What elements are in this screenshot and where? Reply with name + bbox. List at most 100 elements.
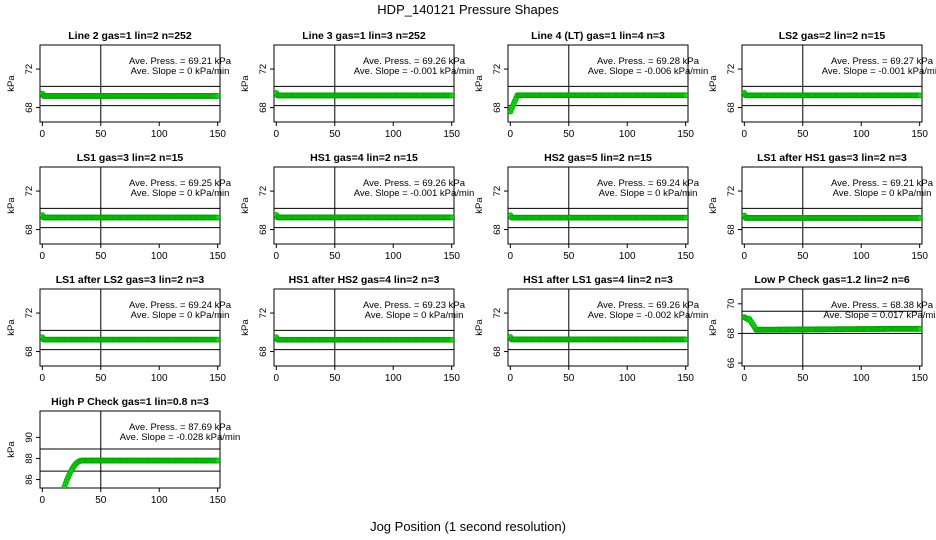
y-tick-label: 68 (24, 224, 35, 235)
avg-slope-label: Ave. Slope = -0.001 kPa/min (354, 66, 475, 77)
y-tick-label: 72 (492, 308, 503, 319)
x-tick-label: 50 (329, 373, 341, 384)
panel-frame (273, 166, 455, 245)
x-tick-label: 0 (508, 373, 514, 384)
x-tick-label: 150 (209, 251, 226, 262)
x-tick-label: 0 (40, 373, 46, 384)
panel-12: Low P Check gas=1.2 lin=2 n=6 0 50 100 150 66… (708, 274, 936, 384)
panel-1: Line 2 gas=1 lin=2 n=252 0 50 100 150 68 72 kPa… (6, 30, 232, 140)
x-tick-label: 0 (742, 129, 748, 140)
y-tick-label: 72 (492, 64, 503, 75)
avg-pressure-label: Ave. Press. = 69.26 kPa (363, 56, 466, 67)
x-tick-label: 100 (853, 373, 870, 384)
avg-pressure-label: Ave. Press. = 69.28 kPa (597, 56, 700, 67)
x-tick-label: 150 (911, 251, 928, 262)
data-point (682, 214, 688, 221)
y-tick-label: 72 (258, 64, 269, 75)
data-points (742, 314, 922, 333)
y-axis-label: kPa (240, 319, 251, 336)
x-tick-label: 0 (274, 251, 280, 262)
avg-pressure-label: Ave. Press. = 69.27 kPa (831, 56, 934, 67)
data-point (214, 93, 220, 99)
x-tick-label: 50 (329, 251, 341, 262)
x-tick-label: 100 (619, 251, 636, 262)
panel-title: Line 2 gas=1 lin=2 n=252 (68, 30, 192, 42)
data-points (274, 334, 454, 343)
panel-5: LS1 gas=3 lin=2 n=15 0 50 100 150 68 72 kPa Ave.… (6, 152, 232, 262)
data-point (916, 92, 922, 99)
x-tick-label: 150 (677, 251, 694, 262)
y-tick-label: 68 (258, 224, 269, 235)
panel-13: High P Check gas=1 lin=0.8 n=3 0 50 100 150 8… (6, 396, 240, 506)
panel-title: HS2 gas=5 lin=2 n=15 (544, 152, 652, 164)
x-tick-label: 0 (508, 251, 514, 262)
data-point (214, 336, 220, 343)
avg-pressure-label: Ave. Press. = 69.26 kPa (597, 300, 700, 311)
y-tick-label: 68 (24, 346, 35, 357)
x-tick-label: 100 (385, 251, 402, 262)
avg-slope-label: Ave. Slope = 0 kPa/min (833, 188, 932, 199)
x-tick-label: 100 (853, 251, 870, 262)
avg-pressure-label: Ave. Press. = 69.25 kPa (129, 178, 232, 189)
y-axis-label: kPa (6, 441, 17, 458)
x-tick-label: 0 (274, 373, 280, 384)
y-tick-label: 72 (258, 308, 269, 319)
x-tick-label: 50 (329, 129, 341, 140)
y-tick-label: 72 (258, 186, 269, 197)
panel-frame (741, 166, 923, 245)
x-tick-label: 0 (40, 495, 46, 506)
y-axis-label: kPa (474, 197, 485, 214)
panel-frame (39, 410, 221, 489)
x-tick-label: 150 (443, 373, 460, 384)
y-axis-label: kPa (240, 197, 251, 214)
y-tick-label: 68 (492, 224, 503, 235)
avg-slope-label: Ave. Slope = 0.017 kPa/min (823, 310, 936, 321)
y-tick-label: 66 (726, 358, 737, 369)
avg-slope-label: Ave. Slope = 0 kPa/min (365, 310, 464, 321)
x-tick-label: 100 (619, 129, 636, 140)
x-tick-label: 0 (40, 251, 46, 262)
x-tick-label: 100 (385, 373, 402, 384)
y-axis-label: kPa (474, 75, 485, 92)
x-tick-label: 50 (95, 373, 107, 384)
x-tick-label: 50 (95, 251, 107, 262)
avg-slope-label: Ave. Slope = 0 kPa/min (599, 188, 698, 199)
panel-frame (507, 44, 689, 123)
x-tick-label: 0 (742, 251, 748, 262)
y-axis-label: kPa (6, 197, 17, 214)
data-point (916, 325, 922, 332)
y-tick-label: 72 (24, 308, 35, 319)
avg-slope-label: Ave. Slope = -0.028 kPa/min (120, 432, 241, 443)
x-tick-label: 50 (563, 251, 575, 262)
panel-frame (507, 288, 689, 367)
panel-title: HS1 gas=4 lin=2 n=15 (310, 152, 418, 164)
panel-11: HS1 after LS1 gas=4 lin=2 n=3 0 50 100 150 68… (474, 274, 708, 384)
x-tick-label: 150 (209, 129, 226, 140)
x-tick-label: 150 (209, 373, 226, 384)
x-tick-label: 50 (563, 129, 575, 140)
y-tick-label: 90 (24, 432, 35, 443)
panel-2: Line 3 gas=1 lin=3 n=252 0 50 100 150 68 72 kPa… (240, 30, 474, 140)
data-points (40, 334, 220, 343)
x-tick-label: 100 (151, 373, 168, 384)
data-point (448, 92, 454, 99)
y-tick-label: 68 (726, 102, 737, 113)
panel-frame (39, 44, 221, 123)
avg-slope-label: Ave. Slope = -0.001 kPa/min (354, 188, 475, 199)
y-axis-label: kPa (708, 75, 719, 92)
y-axis-label: kPa (708, 319, 719, 336)
x-tick-label: 150 (209, 495, 226, 506)
x-tick-label: 0 (40, 129, 46, 140)
panel-frame (507, 166, 689, 245)
data-point (448, 336, 454, 343)
x-tick-label: 50 (95, 129, 107, 140)
panel-frame (273, 44, 455, 123)
y-tick-label: 68 (24, 102, 35, 113)
panel-title: Line 3 gas=1 lin=3 n=252 (302, 30, 426, 42)
y-tick-label: 68 (258, 102, 269, 113)
data-points (508, 212, 688, 221)
x-tick-label: 50 (797, 129, 809, 140)
x-tick-label: 150 (911, 373, 928, 384)
avg-pressure-label: Ave. Press. = 69.26 kPa (363, 178, 466, 189)
x-tick-label: 150 (443, 251, 460, 262)
